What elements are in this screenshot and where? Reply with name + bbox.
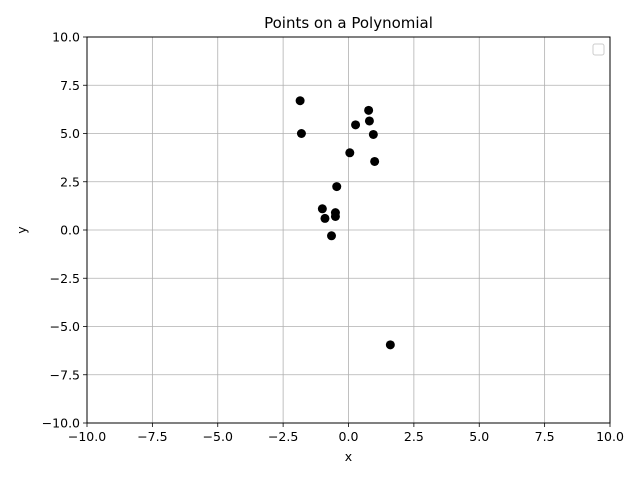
x-axis-label: x bbox=[345, 449, 352, 464]
data-point bbox=[295, 96, 305, 106]
y-tick-label: 5.0 bbox=[60, 126, 80, 141]
chart-title: Points on a Polynomial bbox=[264, 14, 433, 32]
x-tick-label: −2.5 bbox=[268, 429, 298, 444]
y-tick-label: −5.0 bbox=[50, 319, 80, 334]
data-point bbox=[327, 231, 337, 241]
x-tick-label: 5.0 bbox=[469, 429, 489, 444]
x-tick-label: 2.5 bbox=[404, 429, 424, 444]
x-tick-label: −10.0 bbox=[68, 429, 106, 444]
y-tick-label: 7.5 bbox=[60, 78, 80, 93]
y-tick-label: −2.5 bbox=[50, 271, 80, 286]
y-axis-label: y bbox=[14, 226, 29, 234]
data-points bbox=[295, 96, 395, 350]
y-tick-label: 10.0 bbox=[52, 30, 80, 45]
x-tick-label: −5.0 bbox=[203, 429, 233, 444]
x-tick-label: −7.5 bbox=[137, 429, 167, 444]
data-point bbox=[370, 156, 380, 166]
data-point bbox=[296, 129, 306, 138]
x-tick-label: 10.0 bbox=[596, 429, 624, 444]
y-tick-label: 0.0 bbox=[60, 223, 80, 238]
data-point bbox=[332, 182, 342, 192]
x-tick-label: 7.5 bbox=[535, 429, 555, 444]
x-tick-label: 0.0 bbox=[339, 429, 359, 444]
data-point bbox=[351, 120, 361, 130]
data-point bbox=[385, 340, 395, 350]
ticks: −10.0 −7.5 −5.0 −2.5 0.0 2.5 5.0 7.5 10.0 −10.0 −7… bbox=[42, 30, 624, 445]
data-point bbox=[364, 116, 374, 126]
y-tick-label: 2.5 bbox=[60, 174, 80, 189]
data-point bbox=[330, 211, 340, 221]
legend-box bbox=[592, 43, 605, 56]
y-tick-label: −7.5 bbox=[50, 367, 80, 382]
data-point bbox=[317, 204, 327, 214]
y-tick-label: −10.0 bbox=[42, 416, 80, 431]
data-point bbox=[345, 148, 355, 158]
data-point bbox=[320, 213, 330, 223]
data-point bbox=[364, 105, 374, 115]
data-point bbox=[368, 129, 378, 139]
